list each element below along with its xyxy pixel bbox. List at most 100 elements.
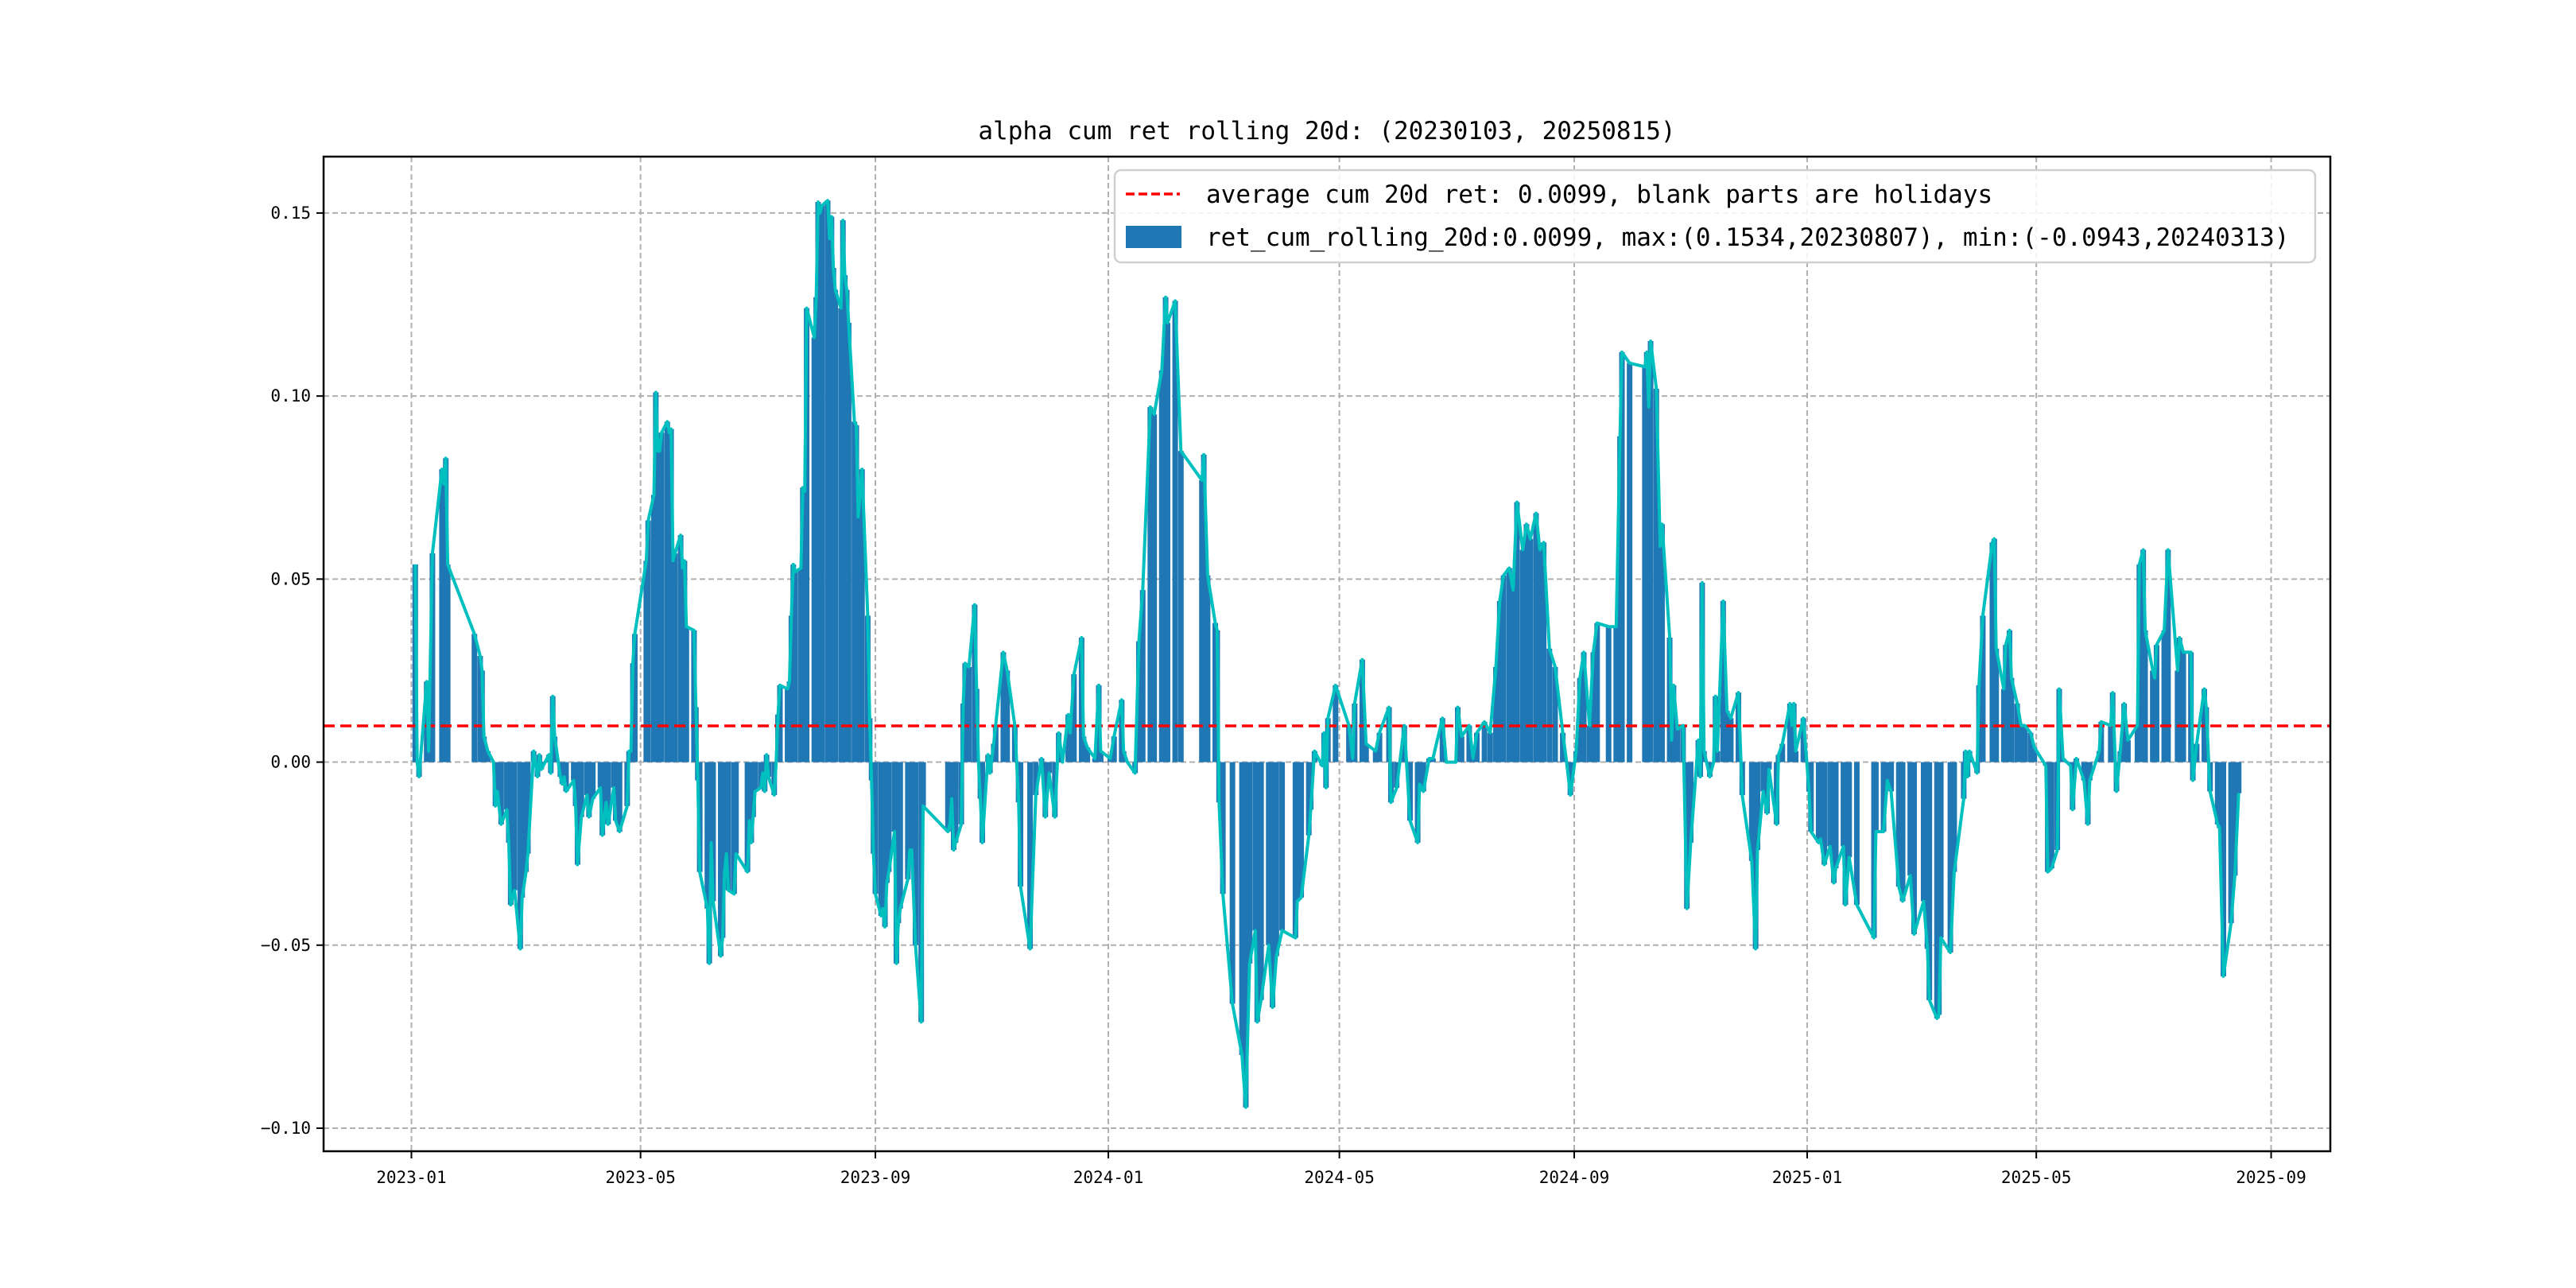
series-line	[413, 199, 2240, 1109]
bar	[2142, 630, 2148, 762]
bar	[1346, 725, 1352, 762]
bar	[1687, 762, 1693, 843]
bar	[1627, 363, 1633, 762]
bar	[1880, 762, 1887, 832]
bar	[1147, 406, 1154, 762]
bar	[1164, 323, 1170, 762]
bar	[725, 762, 731, 890]
bar	[1243, 762, 1249, 1108]
bar	[1911, 762, 1917, 934]
bar	[1120, 751, 1127, 762]
bar	[2008, 677, 2015, 762]
bar	[1172, 301, 1178, 762]
bar	[1714, 751, 1721, 762]
bar	[1458, 736, 1465, 762]
bar	[1619, 351, 1625, 762]
bar	[612, 762, 619, 821]
bar	[1254, 762, 1260, 1022]
bar	[631, 634, 638, 762]
legend: average cum 20d ret: 0.0099, blank parts…	[1113, 169, 2317, 264]
bar	[1552, 666, 1558, 762]
bar	[616, 762, 623, 832]
bar	[1205, 575, 1211, 762]
bar	[2221, 762, 2227, 976]
bar	[845, 323, 852, 762]
bar	[1084, 747, 1091, 762]
bar	[1092, 758, 1098, 762]
bar	[966, 666, 972, 762]
bar	[992, 725, 999, 762]
bar	[733, 762, 739, 854]
bar	[872, 762, 879, 894]
bar	[1888, 762, 1895, 792]
bar	[525, 762, 531, 854]
bar	[1439, 718, 1445, 762]
bar	[519, 762, 526, 898]
bar	[1899, 762, 1906, 902]
bar	[1926, 762, 1933, 1000]
bar	[1270, 762, 1276, 1008]
bar	[1707, 762, 1713, 777]
y-tick-label: 0.15	[270, 204, 311, 223]
bar	[2217, 762, 2223, 828]
bar	[1506, 568, 1512, 762]
bar	[1266, 762, 1272, 945]
legend-average-label: average cum 20d ret: 0.0099, blank parts…	[1206, 180, 1992, 209]
bar	[1376, 732, 1383, 762]
bar	[1359, 659, 1365, 762]
bar	[1247, 762, 1253, 964]
bar	[1647, 341, 1654, 762]
bar	[1466, 725, 1472, 762]
bar	[819, 205, 825, 762]
bar	[952, 762, 959, 843]
y-tick-label: 0.10	[270, 386, 311, 405]
bar	[552, 736, 558, 762]
bar	[1766, 762, 1772, 770]
bar	[1560, 732, 1566, 762]
bar	[1938, 762, 1944, 938]
bar	[1273, 762, 1279, 956]
legend-bar-swatch	[1126, 226, 1181, 248]
bar	[1586, 725, 1593, 762]
bar	[1201, 454, 1207, 762]
bar	[1151, 414, 1158, 762]
y-tick-label: −0.05	[261, 936, 311, 955]
bar	[1674, 729, 1681, 762]
bar	[1872, 762, 1879, 832]
bar	[2027, 732, 2034, 762]
bar	[1080, 736, 1087, 762]
bar	[1846, 762, 1852, 858]
bar	[1658, 524, 1665, 762]
bar	[859, 469, 865, 762]
bar	[897, 762, 903, 909]
bar	[1294, 762, 1301, 902]
bar	[1067, 732, 1073, 762]
bar	[2014, 703, 2020, 762]
bar	[1027, 762, 1034, 949]
bar	[1519, 549, 1526, 762]
y-tick-label: 0.05	[270, 569, 311, 588]
bar	[605, 762, 611, 824]
bar	[1420, 762, 1426, 792]
bar	[1895, 762, 1902, 887]
bar	[590, 762, 596, 799]
bar	[429, 553, 436, 762]
bar	[1755, 762, 1761, 851]
bar	[2003, 645, 2009, 762]
bar	[1752, 762, 1759, 949]
bar	[1394, 762, 1400, 788]
bar	[1728, 718, 1734, 762]
bar	[777, 685, 783, 762]
bar	[1220, 762, 1226, 894]
bar	[683, 627, 689, 762]
bar	[1533, 513, 1539, 762]
bar	[1724, 711, 1730, 762]
bar	[1594, 623, 1600, 762]
bar	[1487, 732, 1493, 762]
bar	[1493, 666, 1499, 762]
bar	[1818, 762, 1824, 840]
bar	[2048, 762, 2054, 869]
bar	[1779, 743, 1786, 762]
bar	[586, 762, 592, 817]
